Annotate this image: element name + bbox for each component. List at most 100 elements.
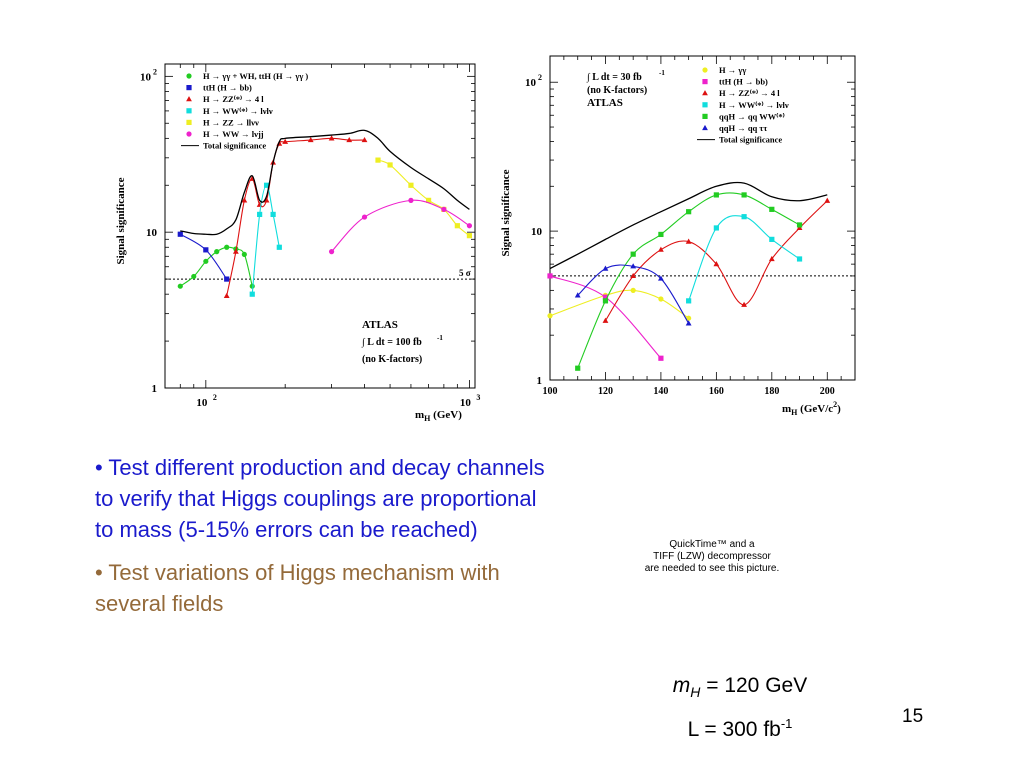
data-point — [203, 247, 209, 253]
series-5 — [574, 263, 692, 326]
series-line — [179, 233, 228, 280]
series-6 — [180, 129, 470, 236]
series-0 — [177, 244, 255, 289]
data-point — [713, 192, 719, 198]
y-tick-label: 10 — [525, 77, 537, 89]
data-point — [263, 182, 270, 188]
data-point — [466, 223, 473, 229]
luminosity-annotation: ∫ L dt = 100 fb — [361, 337, 422, 348]
legend-entry: H → γγ + WH, ttH (H → γγ ) — [203, 71, 308, 81]
series-line — [604, 200, 828, 322]
legend-entry: Total significance — [719, 135, 782, 145]
mass-symbol: m — [672, 674, 691, 697]
legend-entry: ttH (H → bb) — [203, 83, 252, 93]
data-point — [658, 296, 664, 302]
data-point — [630, 287, 636, 293]
data-point — [223, 292, 230, 298]
x-axis-label-symbol: m — [415, 409, 424, 421]
series-1 — [547, 273, 664, 361]
data-point — [346, 136, 353, 143]
data-point — [768, 255, 775, 262]
data-point — [232, 248, 239, 254]
data-point — [249, 291, 255, 297]
mass-value: = 120 GeV — [700, 674, 808, 697]
x-axis-label-symbol: m — [782, 403, 791, 415]
series-0 — [547, 287, 692, 321]
luminosity-value: L = 300 fb — [687, 718, 781, 742]
legend-entry: H → ZZ → llνν — [203, 117, 259, 127]
data-point — [282, 138, 289, 144]
legend-marker — [186, 108, 192, 114]
x-tick-label-exponent: 2 — [213, 393, 217, 402]
mass-parameter: mH = 120 GeV — [600, 670, 880, 708]
series-2 — [223, 135, 368, 298]
legend-marker — [702, 102, 708, 108]
luminosity-exponent: -1 — [780, 716, 793, 732]
luminosity-parameter: L = 300 fb-1 — [600, 708, 880, 745]
data-point — [387, 162, 393, 168]
legend-entry: Total significance — [203, 141, 266, 151]
series-line — [688, 215, 800, 302]
data-point — [191, 273, 197, 280]
data-point — [241, 251, 247, 258]
data-point — [630, 272, 637, 279]
x-axis-label-unit-exponent: 2 — [833, 400, 837, 409]
legend-entry: H → ZZ⁽*⁾ → 4 l — [719, 88, 780, 98]
data-point — [658, 246, 664, 252]
k-factor-note: (no K-factors) — [362, 354, 422, 365]
plot-frame — [164, 63, 476, 389]
x-tick-label: 10 — [196, 397, 208, 409]
legend-marker — [702, 79, 708, 85]
y-axis-label: Signal significance — [115, 177, 127, 264]
data-point — [741, 214, 747, 220]
legend-entry: H → γγ — [719, 65, 746, 75]
series-line — [549, 289, 689, 319]
data-point — [602, 317, 609, 323]
data-point — [257, 211, 263, 218]
x-axis-label-unit: (GeV/c — [797, 403, 833, 415]
data-point — [224, 276, 230, 282]
legend-entry: ttH (H → bb) — [719, 77, 768, 87]
data-point — [769, 236, 775, 242]
y-tick-label: 1 — [152, 383, 158, 395]
data-point — [796, 222, 803, 228]
data-point — [361, 136, 368, 143]
series-5 — [328, 197, 473, 255]
x-axis-label-unit: (GeV) — [430, 409, 462, 421]
series-6 — [549, 181, 828, 270]
y-axis-label: Signal significance — [500, 169, 512, 256]
k-factor-note: (no K-factors) — [587, 85, 647, 96]
legend-marker — [702, 124, 708, 131]
data-point — [686, 315, 692, 321]
placeholder-line-3: are needed to see this picture. — [644, 563, 780, 574]
parameters-box: mH = 120 GeV L = 300 fb-1 — [600, 670, 880, 745]
x-axis-label-subscript: H — [791, 408, 798, 417]
x-tick-label: 120 — [598, 386, 613, 397]
data-point — [686, 209, 692, 215]
data-point — [547, 273, 553, 279]
data-point — [602, 265, 609, 271]
legend-marker — [186, 131, 192, 137]
data-point — [630, 251, 636, 257]
series-line — [577, 192, 800, 369]
series-2 — [602, 197, 831, 323]
data-point — [547, 313, 553, 319]
data-point — [375, 157, 381, 163]
series-3 — [686, 214, 803, 304]
y-tick-label: 10 — [146, 227, 158, 239]
data-point — [769, 206, 775, 212]
x-tick-label: 180 — [764, 386, 779, 397]
data-point — [276, 244, 282, 250]
data-point — [361, 214, 368, 220]
legend-marker — [702, 67, 708, 73]
data-point — [658, 355, 664, 361]
data-point — [658, 231, 664, 238]
series-line — [331, 199, 470, 253]
x-axis-label-subscript: H — [424, 414, 431, 423]
legend-marker — [186, 85, 192, 91]
data-point — [658, 275, 664, 281]
data-point — [686, 298, 692, 304]
data-point — [270, 211, 276, 218]
